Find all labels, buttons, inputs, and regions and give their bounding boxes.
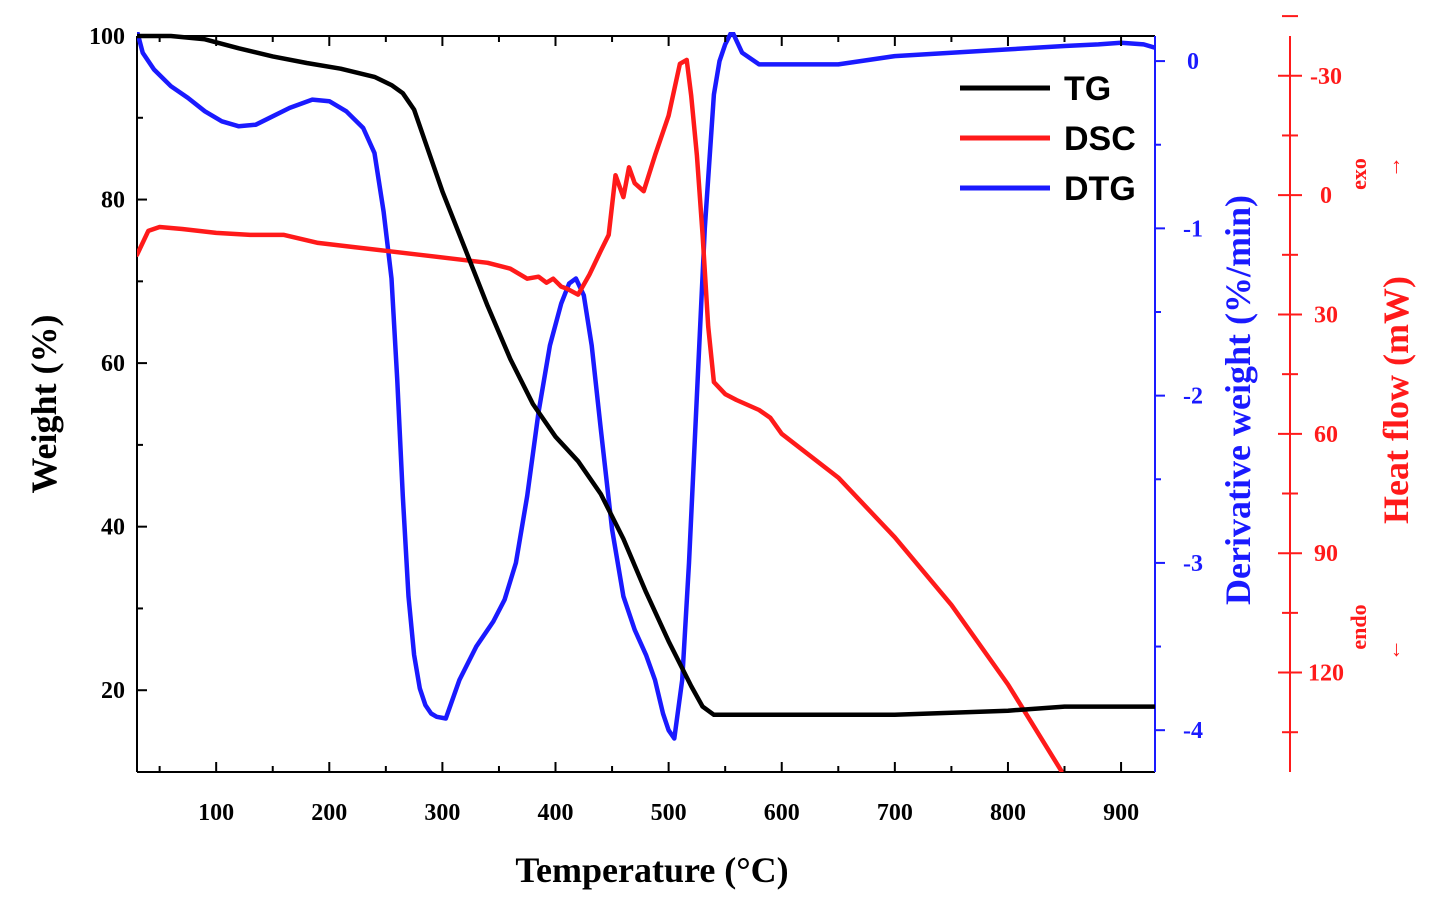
legend-label-tg: TG	[1064, 70, 1111, 108]
dtg-tick-label: -3	[1183, 551, 1203, 577]
dsc-tick-label: 0	[1320, 183, 1332, 209]
series-dsc-line	[137, 57, 1065, 772]
endo-label: endo	[1346, 604, 1371, 649]
dsc-tick-label: 90	[1314, 541, 1338, 567]
x-tick-label: 900	[1103, 800, 1139, 826]
x-tick-label: 400	[538, 800, 574, 826]
x-tick-label: 100	[198, 800, 234, 826]
x-axis: 100 200 300 400 500 600 700 800 900	[158, 36, 1139, 826]
weight-tick-label: 100	[89, 24, 125, 50]
weight-tick-label: 20	[101, 678, 125, 704]
weight-axis: 20 40 60 80 100	[89, 24, 147, 773]
series-tg-line	[137, 33, 1155, 718]
weight-tick-label: 40	[101, 515, 125, 541]
series-layer	[137, 32, 1155, 772]
dtg-y-axis-title: Derivative weight (%/min)	[1218, 195, 1258, 605]
legend-label-dtg: DTG	[1064, 170, 1136, 208]
dsc-tick-label: 120	[1308, 661, 1344, 687]
dsc-tick-label: 60	[1314, 422, 1338, 448]
x-axis-title: Temperature (°C)	[515, 850, 788, 890]
legend: TG DSC DTG	[960, 70, 1136, 208]
derivative-weight-axis: 0 -1 -2 -3 -4	[1155, 49, 1203, 744]
dtg-tick-label: -2	[1183, 384, 1203, 410]
plot-frame	[136, 35, 1291, 773]
endo-arrow: ←	[1380, 639, 1405, 661]
weight-tick-label: 80	[101, 188, 125, 214]
dsc-y-axis-title: Heat flow (mW)	[1376, 276, 1416, 524]
x-tick-label: 800	[990, 800, 1026, 826]
dtg-tick-label: -1	[1183, 216, 1203, 242]
x-tick-label: 300	[424, 800, 460, 826]
x-tick-label: 200	[311, 800, 347, 826]
exo-label: exo	[1346, 158, 1371, 190]
heat-flow-axis: -30 0 30 60 90 120	[1278, 15, 1344, 734]
series-dtg-line	[137, 32, 1155, 741]
dsc-tick-label: -30	[1310, 64, 1342, 90]
legend-label-dsc: DSC	[1064, 120, 1136, 158]
x-tick-label: 600	[764, 800, 800, 826]
dtg-tick-label: 0	[1187, 49, 1199, 75]
dsc-tick-label: 30	[1314, 302, 1338, 328]
weight-tick-label: 60	[101, 351, 125, 377]
left-y-axis-title: Weight (%)	[24, 315, 64, 494]
x-tick-label: 700	[877, 800, 913, 826]
x-tick-label: 500	[651, 800, 687, 826]
dtg-tick-label: -4	[1183, 718, 1203, 744]
exo-arrow: →	[1380, 156, 1405, 178]
